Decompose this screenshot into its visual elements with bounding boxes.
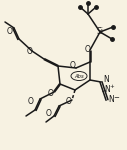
Text: N: N [108, 96, 114, 105]
Text: O: O [48, 88, 54, 98]
Text: Abs: Abs [74, 74, 84, 78]
Text: Si: Si [97, 27, 104, 36]
Text: +: + [109, 84, 114, 90]
Text: O: O [7, 27, 13, 36]
Text: N: N [103, 75, 109, 84]
Text: O: O [85, 45, 91, 54]
Text: O: O [46, 108, 52, 117]
Text: −: − [113, 95, 119, 101]
Text: O: O [66, 96, 72, 105]
Text: O: O [27, 48, 33, 57]
Text: N: N [104, 85, 110, 94]
Text: O: O [70, 61, 76, 70]
Text: O: O [28, 98, 34, 106]
